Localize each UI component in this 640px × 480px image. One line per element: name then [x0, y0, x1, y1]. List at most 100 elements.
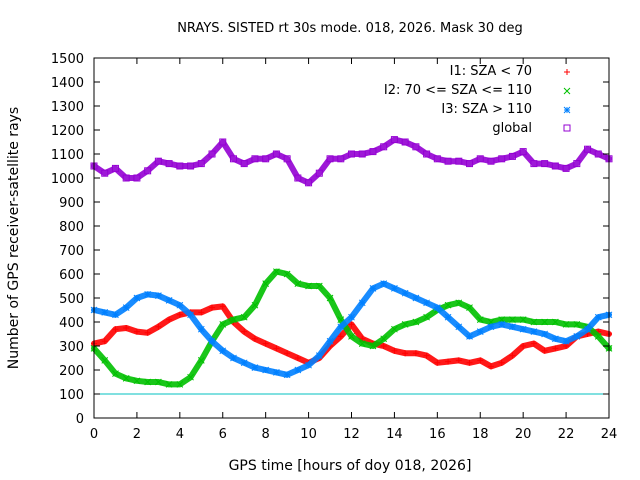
data-point: [176, 301, 184, 309]
data-point: [326, 155, 334, 163]
data-point: [562, 321, 570, 328]
data-point: [208, 337, 216, 345]
data-point: [122, 304, 130, 311]
data-point: [262, 366, 270, 374]
data-point: [337, 155, 345, 163]
plot-frame: [93, 57, 610, 419]
y-tick-label: 1000: [51, 172, 84, 187]
data-point: [241, 328, 248, 335]
data-point: [509, 352, 516, 359]
data-point: [187, 373, 194, 381]
y-tick-label: 800: [59, 220, 84, 235]
legend-marker: [563, 106, 571, 114]
data-point: [498, 316, 506, 323]
data-point: [594, 313, 602, 321]
y-tick-label: 700: [59, 244, 84, 259]
data-point: [154, 157, 162, 165]
data-point: [573, 160, 581, 168]
legend-marker: [563, 87, 571, 95]
data-point: [380, 335, 388, 343]
data-point: [251, 301, 259, 309]
data-point: [176, 381, 184, 388]
x-tick-label: 8: [262, 427, 270, 442]
y-tick-label: 900: [59, 196, 84, 211]
data-point: [112, 370, 119, 377]
series-2: [90, 280, 613, 379]
data-point: [165, 160, 173, 168]
data-point: [541, 347, 548, 354]
data-point: [402, 350, 409, 357]
x-tick-label: 24: [601, 427, 618, 442]
data-point: [369, 148, 377, 156]
data-point: [358, 150, 366, 158]
data-point: [487, 363, 494, 370]
data-point: [509, 316, 516, 323]
data-point: [326, 294, 334, 302]
chart-title: NRAYS. SISTED rt 30s mode. 018, 2026. Ma…: [177, 21, 523, 36]
y-tick-label: 1300: [51, 100, 84, 115]
data-point: [251, 335, 258, 342]
data-point: [294, 174, 302, 182]
data-point: [466, 333, 473, 340]
data-point: [144, 291, 151, 298]
legend: I1: SZA < 70 I2: 70 <= SZA <= 110 I3: SZ…: [384, 64, 571, 136]
data-point: [283, 371, 291, 379]
data-point: [401, 289, 409, 297]
data-point: [423, 299, 430, 307]
data-point: [262, 155, 270, 163]
data-point: [240, 313, 248, 321]
data-point: [155, 323, 162, 330]
data-point: [477, 357, 484, 364]
data-point: [358, 340, 366, 347]
x-tick-label: 6: [219, 427, 227, 442]
data-point: [476, 316, 484, 323]
data-point: [144, 378, 151, 386]
data-point: [519, 325, 527, 333]
data-point: [144, 167, 152, 175]
data-point: [508, 152, 516, 160]
x-tick-label: 0: [90, 427, 98, 442]
data-point: [466, 304, 473, 311]
y-tick-label: 1500: [51, 52, 84, 67]
data-point: [315, 352, 323, 359]
series-0: [91, 303, 612, 370]
data-point: [133, 294, 141, 302]
data-point: [552, 318, 559, 326]
y-tick-label: 1400: [51, 76, 84, 91]
data-point: [230, 316, 237, 323]
data-point: [133, 328, 140, 335]
data-point: [401, 138, 409, 146]
data-point: [541, 160, 549, 168]
data-point: [284, 350, 291, 357]
data-point: [155, 292, 162, 299]
data-point: [273, 369, 280, 376]
data-point: [283, 155, 291, 163]
data-point: [133, 174, 141, 182]
data-point: [541, 330, 548, 338]
data-point: [498, 359, 505, 366]
data-point: [519, 148, 527, 156]
data-point: [380, 280, 388, 287]
data-point: [509, 323, 516, 331]
data-point: [219, 138, 227, 146]
axis-ticks: 0 2 4 6 8 10 12 14 16 18 20 22 240100200300400500600…: [51, 52, 617, 442]
data-point: [348, 333, 355, 340]
legend-label-i1: I1: SZA < 70: [450, 64, 532, 79]
data-point: [573, 321, 581, 328]
data-point: [519, 316, 527, 323]
data-point: [262, 280, 270, 287]
x-tick-label: 14: [386, 427, 403, 442]
data-point: [498, 155, 506, 163]
data-point: [112, 311, 119, 319]
data-point: [230, 354, 237, 362]
data-point: [101, 357, 109, 364]
y-tick-label: 1100: [51, 148, 84, 163]
data-point: [358, 299, 366, 307]
data-point: [294, 280, 302, 287]
data-point: [455, 357, 462, 364]
data-point: [144, 329, 151, 336]
data-point: [487, 157, 495, 165]
data-point: [283, 270, 291, 278]
data-point: [122, 375, 130, 382]
